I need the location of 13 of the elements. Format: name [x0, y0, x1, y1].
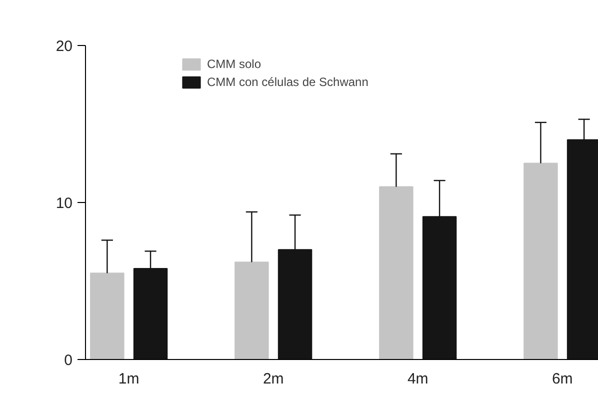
bar [379, 186, 414, 360]
x-tick-label: 1m [118, 370, 140, 388]
x-tick-label: 2m [262, 370, 284, 388]
y-tick-label: 10 [56, 195, 73, 212]
x-tick-label: 4m [407, 370, 428, 388]
legend-label: CMM con células de Schwann [207, 75, 368, 89]
bar [90, 272, 124, 360]
bar [524, 162, 558, 360]
bar [234, 262, 269, 360]
legend-label: CMM solo [207, 57, 262, 71]
x-tick-label: 6m [552, 370, 573, 388]
y-tick-label: 0 [64, 352, 72, 369]
y-tick-label: 20 [56, 38, 73, 55]
